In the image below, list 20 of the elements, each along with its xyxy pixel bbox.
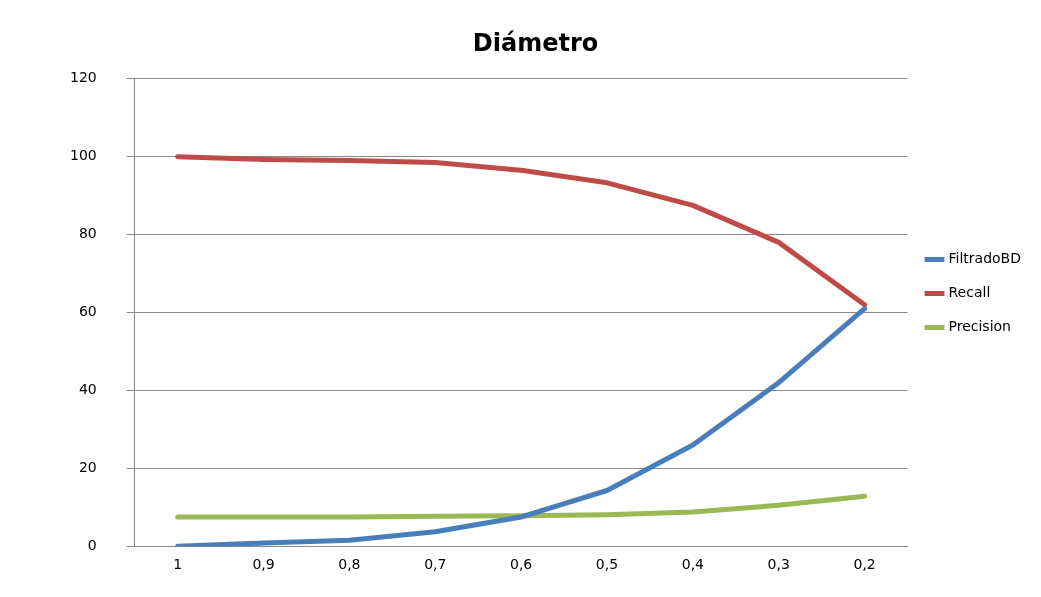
chart-title: Diámetro <box>472 28 599 57</box>
x-tick-label: 0,3 <box>767 556 790 573</box>
x-tick-label: 0,5 <box>595 556 619 573</box>
x-tick-label: 0,7 <box>424 556 447 573</box>
x-tick-label: 0,6 <box>509 556 533 573</box>
x-tick-label: 0,4 <box>681 556 705 573</box>
y-tick-label: 100 <box>69 147 97 164</box>
x-tick-label: 0,8 <box>338 556 361 573</box>
x-tick-label: 1 <box>173 556 183 573</box>
y-tick-label: 60 <box>78 303 97 320</box>
y-tick-label: 20 <box>78 458 97 475</box>
x-tick-label: 0,2 <box>853 556 876 573</box>
y-tick-label: 80 <box>78 225 97 242</box>
legend-label: FiltradoBD <box>948 250 1022 267</box>
legend-label: Precision <box>948 318 1011 335</box>
y-tick-label: 0 <box>87 536 97 553</box>
y-tick-label: 120 <box>69 69 97 86</box>
y-tick-label: 40 <box>78 381 97 398</box>
x-tick-label: 0,9 <box>252 556 275 573</box>
legend-label: Recall <box>948 284 991 301</box>
